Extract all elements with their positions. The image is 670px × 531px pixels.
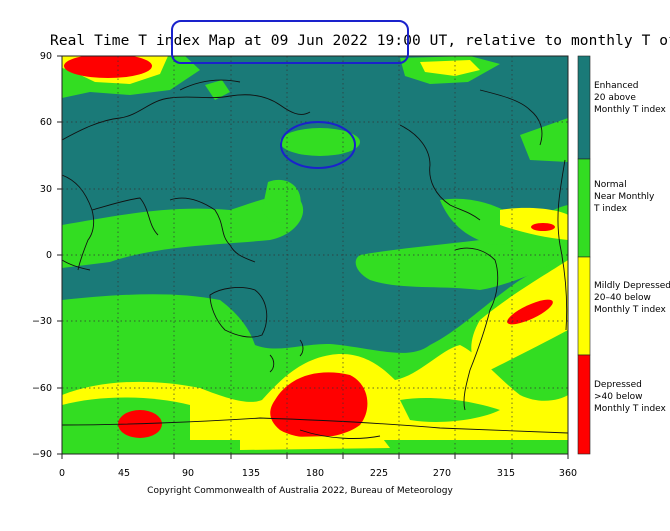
depressed-region — [507, 299, 553, 325]
normal-region — [355, 205, 568, 290]
legend-label-normal-2: Near Monthly — [594, 192, 655, 202]
x-tick-label: 360 — [559, 468, 577, 479]
normal-region — [400, 398, 500, 422]
y-tick-label: 60 — [40, 117, 52, 128]
x-tick-label: 270 — [433, 468, 451, 479]
coastlines — [62, 79, 568, 439]
normal-region — [205, 80, 230, 100]
x-tick-label: 0 — [59, 468, 65, 479]
legend-label-mild-3: Monthly T index — [594, 305, 667, 315]
legend: Enhanced 20 above Monthly T index Normal… — [577, 55, 670, 455]
x-tick-label: 315 — [497, 468, 515, 479]
x-tick-label: 135 — [242, 468, 260, 479]
north-pacific-annotation — [280, 121, 356, 169]
legend-label-enhanced-2: 20 above — [594, 93, 636, 103]
mild-region — [420, 60, 480, 76]
mild-region — [500, 207, 568, 240]
y-tick-label: −60 — [32, 383, 52, 394]
legend-label-normal-3: T index — [593, 204, 628, 214]
legend-label-mild-2: 20–40 below — [594, 293, 651, 303]
y-tick-label: 0 — [46, 250, 52, 261]
y-tick-label: −90 — [32, 449, 52, 460]
normal-region — [280, 128, 360, 156]
legend-label-depressed-3: Monthly T index — [594, 404, 667, 414]
legend-swatch-normal — [577, 158, 591, 258]
legend-label-normal-1: Normal — [594, 180, 627, 190]
legend-label-depressed-2: >40 below — [594, 392, 642, 402]
legend-swatch-depressed — [577, 354, 591, 455]
y-tick-label: −30 — [32, 316, 52, 327]
legend-label-enhanced-3: Monthly T index — [594, 105, 667, 115]
axis-ticks — [57, 55, 569, 459]
normal-region — [262, 179, 301, 223]
legend-swatch-enhanced — [577, 55, 591, 160]
x-tick-label: 45 — [118, 468, 130, 479]
y-tick-label: 90 — [40, 51, 52, 62]
normal-region — [520, 118, 568, 162]
title-highlight-annotation — [171, 20, 409, 64]
legend-label-mild-1: Mildly Depressed — [594, 281, 670, 291]
legend-label-enhanced-1: Enhanced — [594, 81, 639, 91]
x-tick-label: 225 — [370, 468, 388, 479]
y-tick-label: 30 — [40, 184, 52, 195]
depressed-region — [64, 56, 152, 78]
legend-swatch-mild — [577, 256, 591, 356]
legend-label-depressed-1: Depressed — [594, 380, 642, 390]
map-title: Real Time T index Map at 09 Jun 2022 19:… — [50, 33, 670, 49]
depressed-region — [531, 223, 555, 231]
x-tick-label: 180 — [306, 468, 324, 479]
copyright-notice: Copyright Commonwealth of Australia 2022… — [147, 486, 453, 496]
t-index-field — [62, 56, 568, 454]
x-tick-label: 90 — [182, 468, 194, 479]
normal-region — [62, 195, 304, 268]
